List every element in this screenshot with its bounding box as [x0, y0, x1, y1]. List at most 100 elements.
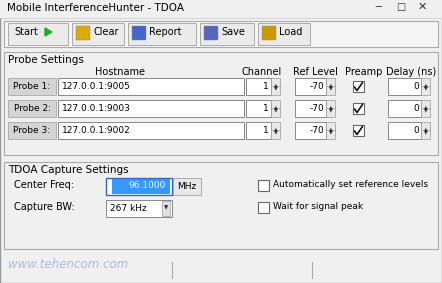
Bar — [326, 78, 335, 87]
Bar — [8, 78, 56, 95]
Bar — [58, 100, 244, 117]
Bar — [106, 178, 172, 195]
Bar — [8, 23, 68, 45]
Bar — [295, 78, 326, 95]
Bar — [271, 100, 280, 109]
Bar — [271, 78, 280, 87]
Text: 0: 0 — [413, 82, 419, 91]
Bar — [295, 100, 326, 117]
Polygon shape — [45, 28, 52, 36]
Text: 1: 1 — [263, 126, 269, 135]
Text: Clear: Clear — [93, 27, 118, 37]
Text: ▲: ▲ — [328, 83, 332, 87]
Text: ▼: ▼ — [274, 108, 278, 113]
Text: Report: Report — [149, 27, 182, 37]
Bar — [112, 179, 170, 194]
Text: Save: Save — [221, 27, 245, 37]
Text: Ref Level: Ref Level — [293, 67, 337, 77]
Bar — [421, 108, 430, 117]
Text: Automatically set reference levels: Automatically set reference levels — [273, 180, 428, 189]
Text: ▼: ▼ — [328, 108, 332, 113]
Bar — [421, 130, 430, 139]
Text: 1: 1 — [263, 82, 269, 91]
Text: ▼: ▼ — [164, 205, 168, 211]
Text: 127.0.0.1:9005: 127.0.0.1:9005 — [62, 82, 131, 91]
Bar — [353, 103, 364, 114]
Text: ▼: ▼ — [423, 108, 427, 113]
Bar — [271, 86, 280, 95]
Bar — [326, 130, 335, 139]
Text: ✕: ✕ — [418, 2, 427, 12]
Bar — [326, 108, 335, 117]
Text: -70: -70 — [309, 104, 324, 113]
Text: 0: 0 — [413, 126, 419, 135]
Bar — [246, 100, 271, 117]
Bar — [388, 78, 421, 95]
Bar — [326, 100, 335, 109]
Bar — [128, 23, 196, 45]
Text: www.tehencom.com: www.tehencom.com — [8, 258, 128, 271]
Bar — [258, 23, 310, 45]
Bar — [421, 78, 430, 87]
Text: ▲: ▲ — [274, 104, 278, 110]
Text: ─: ─ — [375, 2, 381, 12]
Bar — [388, 100, 421, 117]
Bar — [421, 122, 430, 131]
Bar — [271, 122, 280, 131]
Text: Wait for signal peak: Wait for signal peak — [273, 202, 363, 211]
Text: ▲: ▲ — [328, 104, 332, 110]
Bar — [258, 202, 269, 213]
Text: Probe 2:: Probe 2: — [14, 104, 50, 113]
Text: 127.0.0.1:9002: 127.0.0.1:9002 — [62, 126, 131, 135]
Text: Mobile InterferenceHunter - TDOA: Mobile InterferenceHunter - TDOA — [7, 3, 184, 13]
Bar — [200, 23, 254, 45]
Bar — [4, 162, 438, 249]
Text: ▼: ▼ — [274, 85, 278, 91]
Text: TDOA Capture Settings: TDOA Capture Settings — [8, 165, 129, 175]
Bar — [246, 78, 271, 95]
Text: Center Freq:: Center Freq: — [14, 180, 74, 190]
Text: 0: 0 — [413, 104, 419, 113]
Bar — [106, 200, 172, 217]
Text: ▼: ▼ — [423, 130, 427, 134]
Text: Probe Settings: Probe Settings — [8, 55, 84, 65]
Text: MHz: MHz — [177, 182, 197, 191]
Text: Probe 1:: Probe 1: — [13, 82, 50, 91]
Bar — [72, 23, 124, 45]
Bar — [58, 78, 244, 95]
Bar — [262, 26, 276, 40]
Text: Delay (ns): Delay (ns) — [386, 67, 436, 77]
Bar — [204, 26, 218, 40]
Text: ▲: ▲ — [274, 127, 278, 132]
Bar — [353, 81, 364, 92]
Text: ▲: ▲ — [423, 104, 427, 110]
Text: ▼: ▼ — [423, 85, 427, 91]
Bar — [76, 26, 90, 40]
Text: ▲: ▲ — [423, 127, 427, 132]
Text: □: □ — [396, 2, 405, 12]
Text: 96.1000: 96.1000 — [129, 181, 166, 190]
Text: ▲: ▲ — [274, 83, 278, 87]
Text: 267 kHz: 267 kHz — [110, 204, 147, 213]
Bar — [4, 21, 438, 47]
Bar — [162, 201, 170, 216]
Bar — [8, 100, 56, 117]
Text: Capture BW:: Capture BW: — [14, 202, 75, 212]
Bar — [326, 86, 335, 95]
Bar — [271, 108, 280, 117]
Bar — [132, 26, 146, 40]
Bar — [258, 180, 269, 191]
Text: Load: Load — [279, 27, 302, 37]
Bar — [326, 122, 335, 131]
Text: ▲: ▲ — [328, 127, 332, 132]
Bar — [8, 122, 56, 139]
Bar — [421, 100, 430, 109]
Text: 1: 1 — [263, 104, 269, 113]
Bar — [421, 86, 430, 95]
Text: Probe 3:: Probe 3: — [13, 126, 50, 135]
Text: ▲: ▲ — [423, 83, 427, 87]
Bar — [353, 125, 364, 136]
Text: Channel: Channel — [242, 67, 282, 77]
Text: -70: -70 — [309, 126, 324, 135]
Bar — [4, 52, 438, 155]
